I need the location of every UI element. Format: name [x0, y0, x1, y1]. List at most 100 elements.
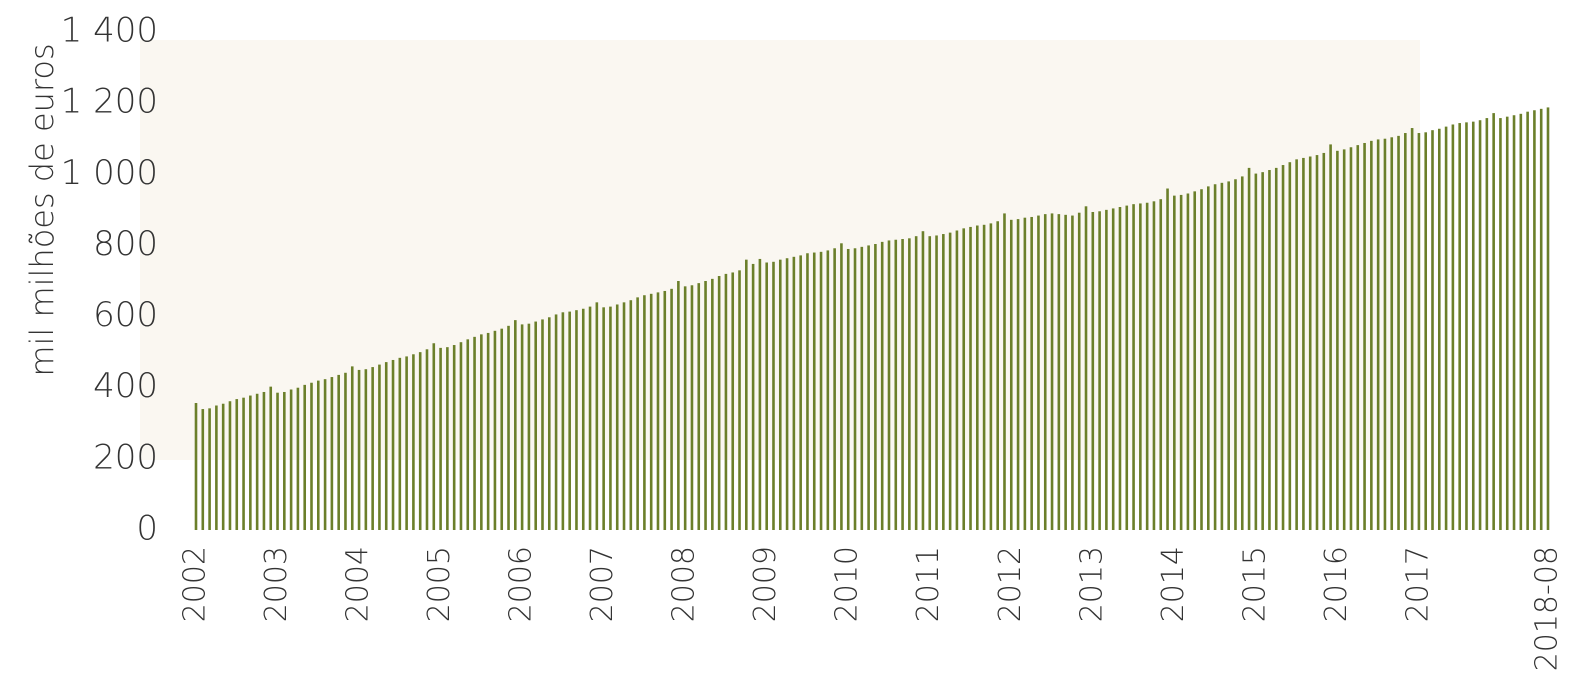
bar: [229, 401, 232, 530]
bar: [249, 396, 252, 530]
bar: [894, 240, 897, 530]
bar: [351, 366, 354, 530]
bar: [833, 248, 836, 530]
bar: [704, 281, 707, 530]
bar: [718, 276, 721, 530]
bar: [881, 242, 884, 530]
bar: [1452, 124, 1455, 530]
bar: [392, 360, 395, 530]
bar: [1492, 113, 1495, 530]
bar: [1282, 165, 1285, 530]
bar: [1030, 217, 1033, 530]
bar: [711, 279, 714, 530]
bar: [195, 403, 198, 530]
x-tick-label: 2014: [1156, 546, 1191, 622]
bar: [1418, 133, 1421, 530]
bar: [1343, 149, 1346, 530]
bar: [983, 225, 986, 530]
x-tick-label: 2015: [1237, 546, 1272, 622]
bar: [1526, 112, 1529, 530]
bar: [1044, 214, 1047, 530]
bar: [1261, 172, 1264, 530]
bar: [901, 239, 904, 530]
bar: [1431, 130, 1434, 530]
x-tick-label: 2016: [1319, 546, 1354, 622]
bar: [996, 221, 999, 530]
bar: [1173, 196, 1176, 530]
bar: [324, 379, 327, 530]
bar: [1241, 176, 1244, 530]
bar: [460, 342, 463, 530]
bar: [650, 294, 653, 530]
bar: [861, 247, 864, 530]
bar: [990, 223, 993, 530]
bar: [473, 337, 476, 530]
bar: [752, 264, 755, 530]
bar: [840, 243, 843, 530]
bar: [759, 259, 762, 530]
bar: [256, 394, 259, 530]
bar: [1377, 139, 1380, 530]
x-tick-label: 2018-08: [1530, 546, 1565, 671]
bar: [1322, 153, 1325, 530]
bar: [1356, 145, 1359, 530]
bar: [1234, 179, 1237, 530]
bar: [820, 252, 823, 530]
bar: [1017, 219, 1020, 530]
bar: [1479, 120, 1482, 530]
bar: [568, 312, 571, 530]
bar: [426, 349, 429, 530]
bar: [337, 375, 340, 530]
y-tick-label: 1 200: [61, 82, 158, 122]
bar: [1187, 193, 1190, 530]
bar: [208, 408, 211, 530]
bar: [562, 312, 565, 530]
bar: [1547, 107, 1550, 530]
bar: [1180, 195, 1183, 530]
bar: [1092, 212, 1095, 530]
bar: [786, 258, 789, 530]
bar: [582, 309, 585, 530]
bar: [670, 289, 673, 530]
bar: [487, 333, 490, 530]
bar: [432, 343, 435, 530]
bar: [1540, 109, 1543, 530]
bar: [1411, 128, 1414, 530]
bar: [765, 263, 768, 530]
bar: [827, 250, 830, 530]
bar: [1533, 110, 1536, 530]
bar: [1268, 170, 1271, 530]
bar: [677, 281, 680, 530]
bar: [596, 302, 599, 530]
x-tick-label: 2003: [259, 546, 294, 622]
bar: [1275, 168, 1278, 530]
bar: [1139, 203, 1142, 530]
bar: [657, 292, 660, 530]
bar: [1424, 132, 1427, 530]
y-tick-label: 1 000: [61, 153, 158, 193]
bar: [1153, 201, 1156, 530]
y-tick-label: 600: [93, 295, 158, 335]
bar: [928, 236, 931, 530]
bar: [969, 227, 972, 530]
bar: [772, 262, 775, 530]
bar: [310, 383, 313, 530]
bar: [1159, 199, 1162, 530]
bar: [1112, 208, 1115, 530]
bar: [731, 272, 734, 530]
bar: [541, 319, 544, 530]
bar: [1316, 155, 1319, 530]
bar: [500, 329, 503, 530]
bar: [1085, 206, 1088, 530]
bar: [935, 235, 938, 530]
bar: [888, 240, 891, 530]
bar: [1078, 213, 1081, 530]
bar: [528, 324, 531, 530]
bar: [317, 381, 320, 530]
bar: [847, 249, 850, 530]
bar: [779, 260, 782, 530]
bar: [1350, 147, 1353, 530]
bar: [242, 398, 245, 530]
bar: [1058, 214, 1061, 530]
bar: [269, 387, 272, 530]
